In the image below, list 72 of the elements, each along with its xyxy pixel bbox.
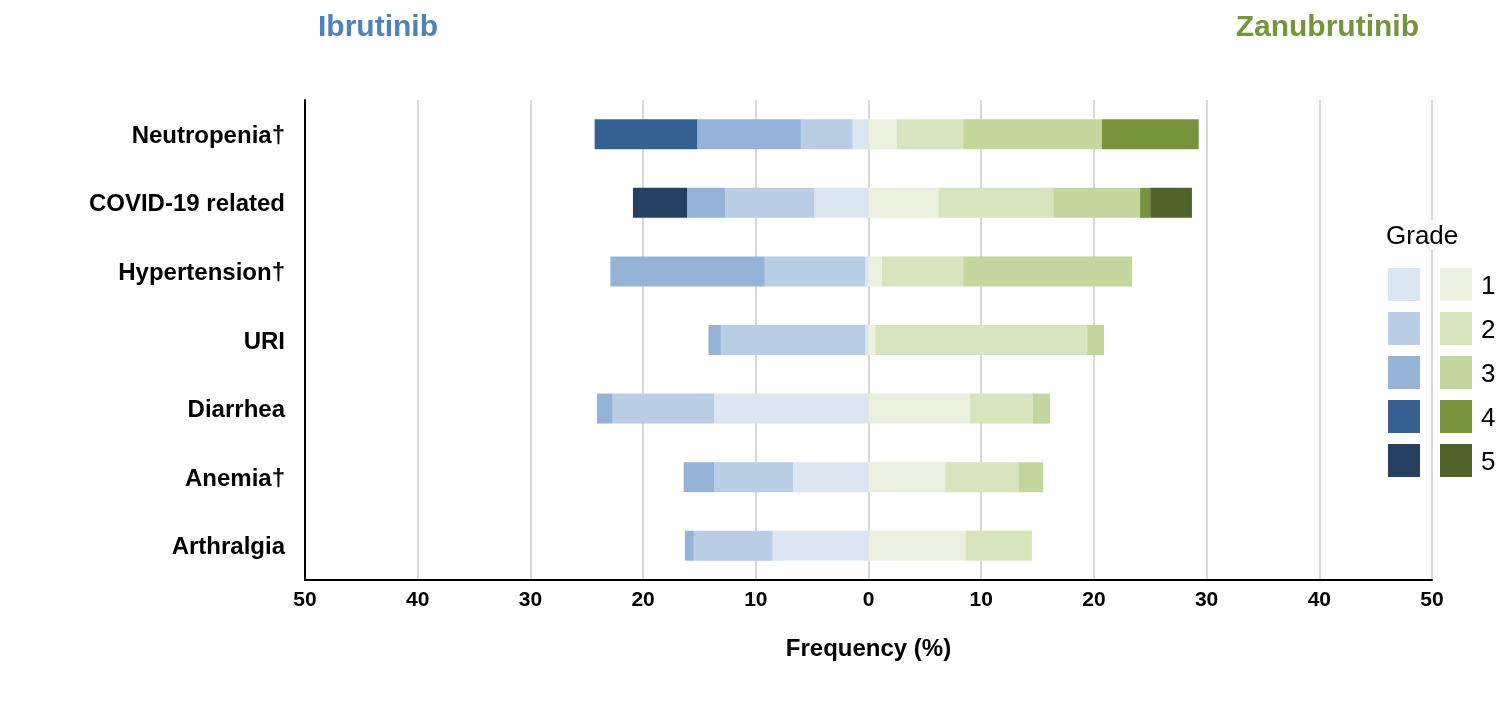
text: Ibrutinib bbox=[318, 8, 438, 42]
bar bbox=[1150, 187, 1192, 218]
bar bbox=[632, 187, 688, 218]
bar bbox=[938, 187, 1054, 218]
bar bbox=[868, 530, 966, 561]
bar bbox=[596, 393, 613, 424]
bar bbox=[1101, 119, 1199, 150]
y-tick-label: Arthralgia bbox=[171, 532, 286, 560]
bar bbox=[865, 325, 869, 355]
bar bbox=[792, 462, 869, 493]
legend-label: 3 bbox=[1481, 357, 1496, 388]
bar bbox=[684, 530, 694, 561]
bar bbox=[868, 462, 946, 493]
bar bbox=[612, 393, 715, 424]
x-tick-label: 10 bbox=[969, 587, 993, 610]
bar bbox=[800, 119, 853, 150]
x-tick-label: 20 bbox=[1082, 587, 1106, 610]
bar bbox=[945, 462, 1019, 493]
bar bbox=[1087, 325, 1105, 355]
x-tick-label: 0 bbox=[862, 587, 875, 610]
y-tick-label: COVID-19 related bbox=[88, 189, 285, 217]
legend-label: 4 bbox=[1481, 401, 1496, 432]
y-tick-label: Diarrhea bbox=[187, 395, 286, 423]
bar bbox=[683, 462, 715, 493]
x-tick-label: 20 bbox=[631, 587, 655, 610]
legend-label: 5 bbox=[1481, 445, 1496, 476]
text: Zanubrutinib bbox=[1235, 8, 1419, 42]
bar bbox=[882, 256, 964, 287]
bar bbox=[764, 256, 866, 287]
y-tick-label: Neutropenia† bbox=[131, 120, 285, 148]
y-tick-label: Anemia† bbox=[184, 463, 285, 491]
bar bbox=[969, 393, 1034, 424]
legend-label: 2 bbox=[1481, 313, 1496, 344]
bar bbox=[714, 393, 869, 424]
x-tick-label: 40 bbox=[1307, 587, 1331, 610]
bar bbox=[772, 530, 869, 561]
bar bbox=[708, 325, 721, 355]
bar bbox=[963, 256, 1133, 287]
bar bbox=[714, 462, 793, 493]
x-axis-title: Frequency (%) bbox=[785, 633, 952, 661]
bar bbox=[725, 187, 815, 218]
bar bbox=[875, 325, 1088, 355]
bar bbox=[868, 393, 970, 424]
legend-label: 1 bbox=[1481, 269, 1496, 300]
legend-title: Grade bbox=[1386, 220, 1459, 250]
bar bbox=[594, 119, 698, 150]
y-tick-label: Hypertension† bbox=[118, 257, 285, 285]
bar bbox=[1018, 462, 1044, 493]
bar bbox=[1033, 393, 1050, 424]
bar bbox=[720, 325, 866, 355]
x-tick-label: 10 bbox=[744, 587, 768, 610]
x-tick-label: 30 bbox=[1194, 587, 1219, 610]
bar bbox=[963, 119, 1102, 150]
bar bbox=[1053, 187, 1141, 218]
bar bbox=[1140, 187, 1151, 218]
bar bbox=[852, 119, 869, 150]
bar bbox=[814, 187, 869, 218]
bar bbox=[896, 119, 964, 150]
bar bbox=[965, 530, 1032, 561]
bar bbox=[687, 187, 726, 218]
x-tick-label: 50 bbox=[1420, 587, 1444, 610]
bar bbox=[868, 256, 883, 287]
bar bbox=[693, 530, 773, 561]
bar bbox=[868, 119, 897, 150]
y-tick-label: URI bbox=[243, 326, 285, 354]
bar bbox=[610, 256, 765, 287]
bar bbox=[868, 187, 939, 218]
bar bbox=[865, 256, 869, 287]
bar bbox=[697, 119, 801, 150]
x-tick-label: 50 bbox=[293, 587, 317, 610]
x-tick-label: 40 bbox=[406, 587, 430, 610]
x-tick-label: 30 bbox=[518, 587, 543, 610]
